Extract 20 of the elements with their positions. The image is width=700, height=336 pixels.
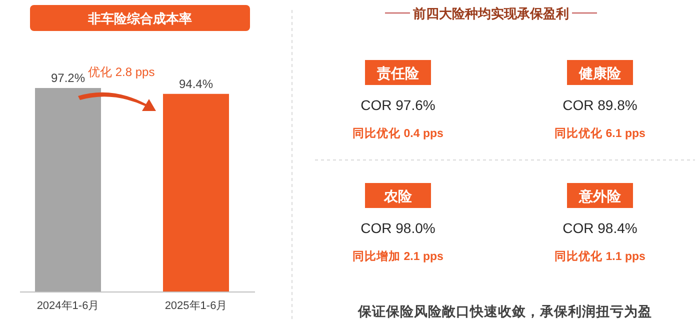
text: COR 98.4% [562,220,638,236]
category-label: 责任险 [376,65,420,81]
data-label: 97.2% [50,71,86,85]
text: COR 98.0% [360,220,436,236]
text: 前四大险种均实现承保盈利 [412,6,569,21]
text: 同比优化 6.1 pps [554,126,646,140]
text: 同比优化 0.4 pps [352,126,444,140]
category-label: 意外险 [578,188,622,204]
text: 同比增加 2.1 pps [352,249,444,263]
data-label: 94.4% [178,76,214,91]
x-tick-label: 2024年1-6月 [36,300,100,312]
text: 保证保险风险敞口快速收敛，承保利润扭亏为盈 [357,303,652,319]
category-label: 健康险 [578,65,622,81]
text: COR 89.8% [562,97,638,113]
x-tick-label: 2025年1-6月 [164,300,228,312]
chart-title: 非车险综合成本率 [87,11,192,26]
text: COR 97.6% [360,97,436,113]
text: 优化 2.8 pps [88,65,155,79]
category-label: 农险 [383,188,413,204]
text: 同比优化 1.1 pps [554,249,646,263]
